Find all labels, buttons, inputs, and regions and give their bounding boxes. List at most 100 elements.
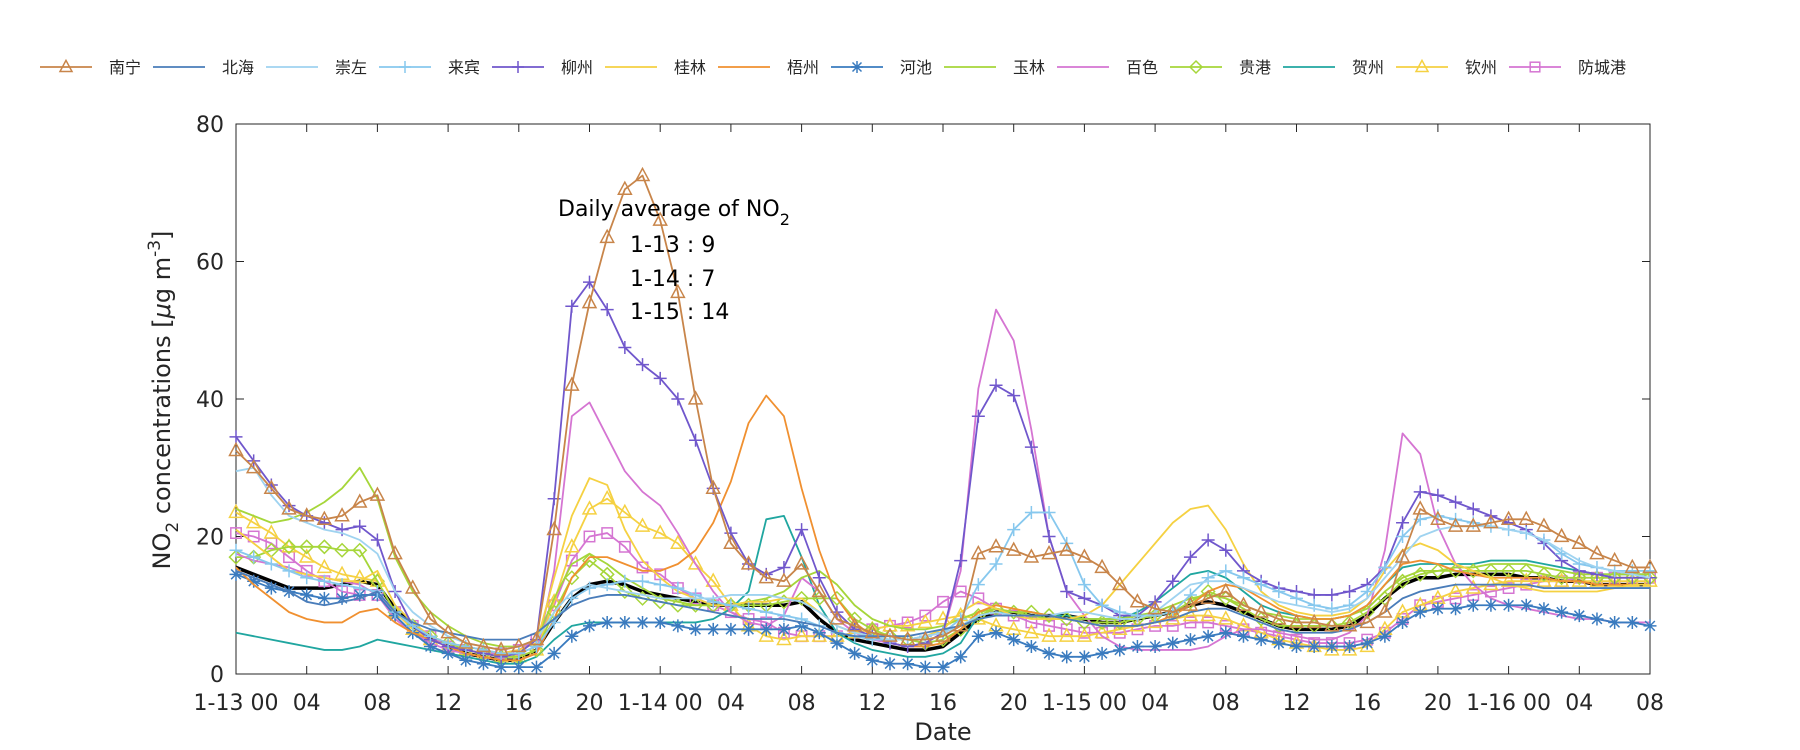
series-7-point-66 — [1396, 615, 1410, 629]
series-7-point-11 — [423, 640, 437, 653]
series-12-point-48 — [1076, 627, 1093, 642]
legend-label-11: 贺州 — [1352, 58, 1384, 77]
series-7-point-29 — [742, 622, 756, 636]
series-7-point-72 — [1502, 598, 1516, 612]
series-13-point-21 — [601, 527, 614, 540]
series-7-point-24 — [653, 615, 667, 629]
series-7-point-68 — [1431, 602, 1445, 616]
y-axis-title-unit: g m — [148, 257, 176, 303]
series-10-point-3 — [281, 539, 297, 555]
series-0-point-19 — [564, 376, 580, 391]
series-10-point-74 — [1536, 566, 1552, 582]
y-axis-title-sup: -3 — [145, 240, 165, 257]
series-7-point-21 — [600, 615, 614, 629]
series-7-point-62 — [1325, 640, 1339, 653]
x-tick-label-2: 08 — [363, 691, 391, 716]
series-0-point-29 — [740, 555, 757, 570]
series-10-point-20 — [581, 553, 598, 569]
series-7-point-37 — [883, 657, 897, 671]
series-13-point-46 — [1043, 619, 1055, 632]
series-7-point-57 — [1236, 629, 1250, 643]
x-tick-label-11: 20 — [1000, 691, 1028, 716]
series-0-point-66 — [1394, 548, 1411, 563]
series-4-point-56 — [1219, 543, 1233, 557]
y-axis-title-rest: concentrations [ — [148, 318, 176, 521]
series-0-point-59 — [1271, 610, 1287, 625]
legend-label-13: 防城港 — [1578, 58, 1626, 77]
series-0-point-39 — [917, 630, 934, 646]
plot-frame — [235, 123, 1651, 675]
series-0-point-42 — [970, 544, 987, 560]
series-0-point-9 — [387, 544, 403, 560]
series-0-point-38 — [899, 630, 916, 646]
series-10-point-4 — [299, 539, 315, 555]
series-3-point-7 — [353, 581, 367, 595]
legend-item-8: 玉林 — [944, 58, 1045, 77]
series-3-point-45 — [1024, 505, 1038, 519]
series-7-point-80 — [1643, 619, 1657, 633]
series-8 — [235, 466, 1650, 648]
series-12-point-24 — [652, 524, 668, 539]
series-0-point-3 — [281, 500, 297, 515]
series-7-point-20 — [583, 619, 596, 633]
x-tick-label-12: 1-15 00 — [1042, 691, 1127, 716]
legend-marker-13 — [1529, 61, 1541, 73]
series-3-point-3 — [282, 564, 296, 578]
series-0-point-52 — [1147, 599, 1163, 615]
series-0-point-80 — [1642, 558, 1658, 574]
legend-label-2: 崇左 — [335, 58, 367, 77]
series-3-point-42 — [971, 578, 985, 592]
series-7-point-77 — [1590, 612, 1604, 626]
series-4-point-0 — [229, 430, 243, 444]
series-0-point-12 — [440, 624, 456, 639]
series-7-point-48 — [1077, 650, 1091, 664]
series-13-point-53 — [1166, 619, 1179, 632]
x-tick-label-19: 04 — [1565, 691, 1593, 716]
series-10-point-6 — [334, 542, 350, 558]
series-0-point-76 — [1571, 534, 1588, 549]
series-13-point-47 — [1060, 623, 1073, 636]
y-axis-title-mu: μ — [148, 303, 176, 319]
series-0-point-69 — [1447, 517, 1464, 532]
legend-label-8: 玉林 — [1013, 58, 1045, 77]
series-7-point-36 — [865, 653, 879, 667]
y-axis-title-no: NO — [148, 533, 176, 570]
legend-marker-0 — [58, 58, 74, 73]
series-0-point-45 — [1023, 548, 1040, 563]
annotation-line-2: 1-14 : 7 — [630, 267, 715, 292]
series-12-point-46 — [1041, 627, 1057, 642]
series-4-point-48 — [1077, 591, 1091, 605]
series-10-point-50 — [1112, 614, 1128, 630]
series-0-point-24 — [652, 211, 668, 226]
series-7-point-65 — [1378, 629, 1392, 643]
series-7-point-71 — [1484, 598, 1498, 612]
series-12-point-4 — [298, 548, 315, 563]
series-12-point-73 — [1518, 572, 1535, 587]
legend-marker-10 — [1188, 59, 1204, 75]
legend-label-6: 梧州 — [787, 58, 819, 77]
series-7-point-59 — [1272, 636, 1286, 650]
series-7-point-30 — [759, 622, 773, 636]
x-tick-label-16: 16 — [1353, 691, 1381, 716]
series-7-point-1 — [247, 574, 261, 588]
legend-item-7: 河池 — [831, 58, 932, 77]
series-4-point-47 — [1060, 585, 1074, 598]
series-0-point-28 — [723, 534, 739, 549]
series-0-point-44 — [1005, 541, 1022, 556]
series-4-point-70 — [1466, 502, 1480, 516]
series-10-point-68 — [1430, 563, 1446, 579]
series-0-point-13 — [458, 634, 474, 649]
legend-label-7: 河池 — [900, 58, 932, 77]
series-0-point-25 — [670, 283, 686, 299]
series-3-point-49 — [1095, 598, 1109, 612]
series-0-point-79 — [1624, 558, 1641, 574]
series-7-point-5 — [317, 591, 331, 605]
series-7-point-38 — [901, 657, 915, 671]
series-7-point-50 — [1113, 643, 1127, 657]
series-7-point-26 — [689, 622, 703, 636]
legend-item-11: 贺州 — [1283, 58, 1384, 77]
series-4-point-32 — [795, 523, 809, 537]
y-tick-label-4: 80 — [196, 113, 224, 138]
series-4-point-33 — [812, 571, 826, 585]
series-4-point-55 — [1201, 533, 1215, 547]
